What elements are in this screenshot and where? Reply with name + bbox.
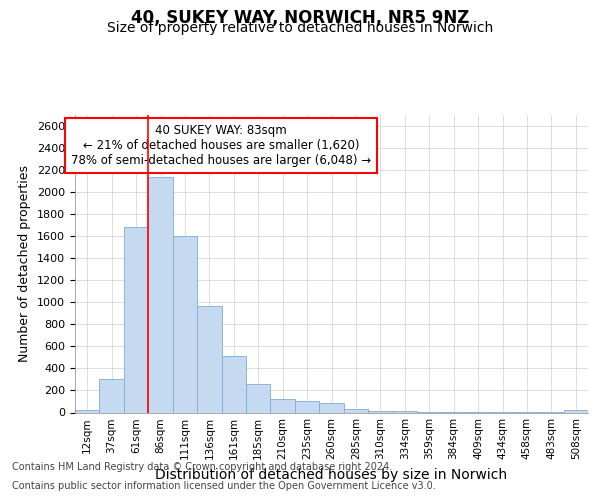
Bar xyxy=(148,176,173,412)
Bar xyxy=(75,410,100,412)
Bar xyxy=(173,236,197,412)
Bar xyxy=(344,408,368,412)
Y-axis label: Number of detached properties: Number of detached properties xyxy=(19,165,31,362)
Bar xyxy=(295,402,319,412)
Bar xyxy=(563,410,588,412)
Bar xyxy=(319,402,344,412)
Bar xyxy=(271,398,295,412)
Bar xyxy=(124,228,148,412)
Bar xyxy=(100,380,124,412)
X-axis label: Distribution of detached houses by size in Norwich: Distribution of detached houses by size … xyxy=(155,468,508,482)
Text: Contains public sector information licensed under the Open Government Licence v3: Contains public sector information licen… xyxy=(12,481,436,491)
Text: Contains HM Land Registry data © Crown copyright and database right 2024.: Contains HM Land Registry data © Crown c… xyxy=(12,462,392,472)
Text: 40, SUKEY WAY, NORWICH, NR5 9NZ: 40, SUKEY WAY, NORWICH, NR5 9NZ xyxy=(131,9,469,27)
Bar xyxy=(197,306,221,412)
Text: Size of property relative to detached houses in Norwich: Size of property relative to detached ho… xyxy=(107,21,493,35)
Bar xyxy=(246,384,271,412)
Bar xyxy=(368,411,392,412)
Text: 40 SUKEY WAY: 83sqm
← 21% of detached houses are smaller (1,620)
78% of semi-det: 40 SUKEY WAY: 83sqm ← 21% of detached ho… xyxy=(71,124,371,167)
Bar xyxy=(221,356,246,412)
